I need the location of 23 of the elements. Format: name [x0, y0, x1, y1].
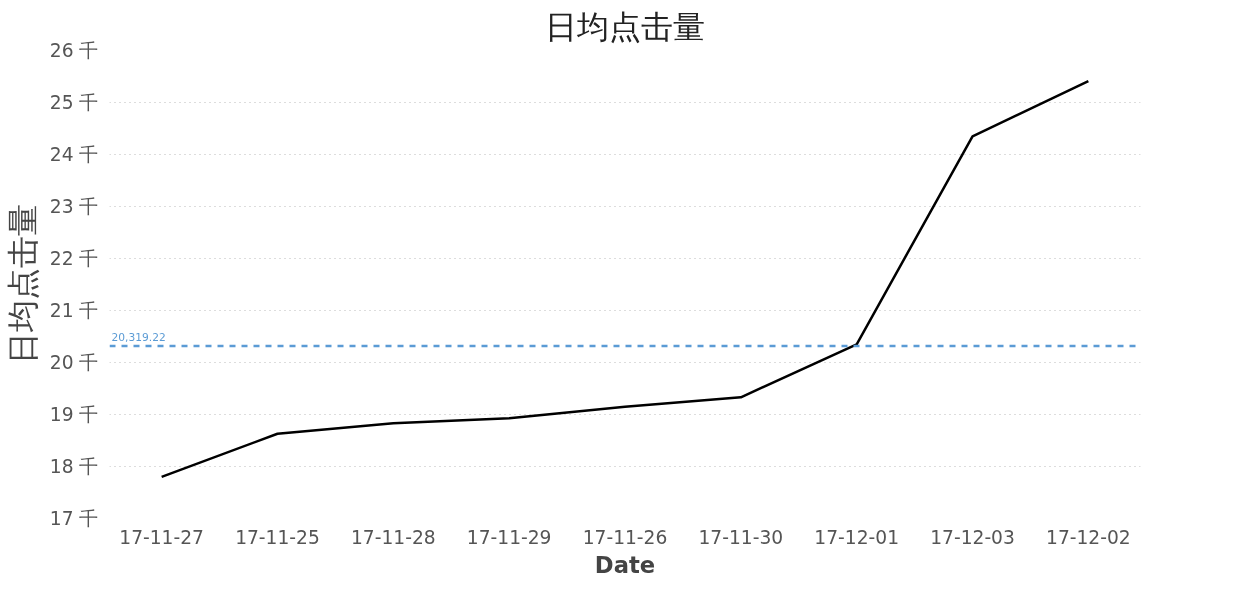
- x-tick-label: 17-12-01: [814, 526, 900, 548]
- x-tick-label: 17-11-25: [235, 526, 320, 548]
- x-tick-label: 17-11-30: [698, 526, 784, 548]
- y-axis-title: 日均点击量: [3, 204, 42, 365]
- y-tick-label: 20 千: [49, 352, 99, 373]
- y-tick-label: 25 千: [49, 92, 99, 113]
- y-tick-label: 19 千: [49, 404, 99, 425]
- y-tick-label: 23 千: [49, 196, 99, 217]
- x-tick-label: 17-11-29: [466, 526, 552, 548]
- y-tick-label: 22 千: [49, 248, 99, 269]
- x-tick-label: 17-11-26: [582, 526, 668, 548]
- y-tick-label: 18 千: [49, 456, 99, 477]
- x-tick-label: 17-12-02: [1046, 526, 1131, 548]
- y-tick-label: 21 千: [49, 300, 99, 321]
- ref-line-label: 20,319.22: [111, 330, 166, 344]
- x-tick-label: 17-12-03: [930, 526, 1015, 548]
- x-tick-label: 17-11-28: [350, 526, 436, 548]
- y-tick-label: 26 千: [49, 40, 99, 61]
- x-axis-title: Date: [594, 551, 656, 578]
- y-tick-label: 24 千: [49, 144, 99, 165]
- x-tick-label: 17-11-27: [119, 526, 204, 548]
- y-tick-label: 17 千: [49, 508, 99, 529]
- chart-title: 日均点击量: [545, 7, 705, 46]
